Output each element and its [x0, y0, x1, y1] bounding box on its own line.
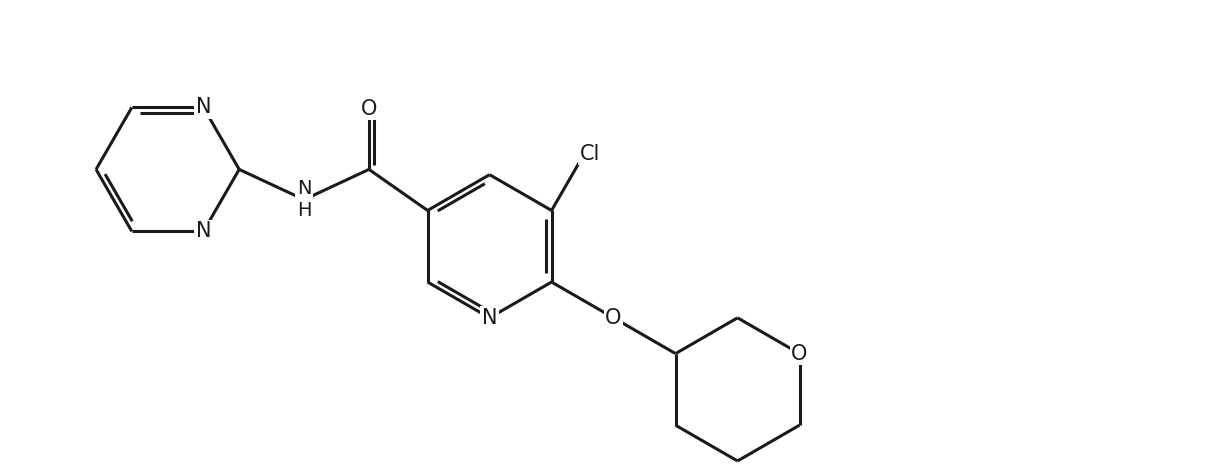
Text: N
H: N H: [297, 179, 311, 220]
Text: Cl: Cl: [580, 144, 600, 164]
Text: N: N: [482, 308, 498, 328]
Text: N: N: [196, 98, 211, 118]
Text: N: N: [196, 221, 211, 241]
Text: O: O: [791, 344, 808, 364]
Text: O: O: [606, 308, 622, 328]
Text: O: O: [360, 99, 378, 118]
